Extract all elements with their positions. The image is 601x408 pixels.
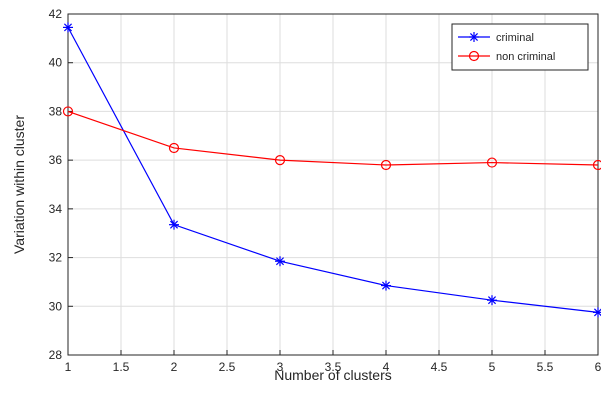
- legend-label: non criminal: [496, 51, 555, 63]
- x-tick-label: 1.5: [113, 360, 130, 374]
- x-tick-label: 4: [383, 360, 390, 374]
- data-point: [380, 159, 392, 171]
- x-tick-label: 1: [65, 360, 72, 374]
- legend-marker: [468, 50, 480, 62]
- x-tick-label: 6: [595, 360, 601, 374]
- legend-marker: [469, 32, 479, 42]
- x-tick-label: 4.5: [431, 360, 448, 374]
- data-point: [486, 157, 498, 168]
- y-axis: 28 30 32 34 36 38 40 42: [49, 7, 73, 362]
- legend: criminal non criminal: [451, 23, 589, 71]
- legend-item: criminal: [458, 32, 534, 44]
- data-point: [62, 106, 74, 117]
- data-point: [381, 280, 391, 291]
- y-axis-title: Variation within cluster: [11, 115, 27, 254]
- data-point: [593, 307, 601, 318]
- y-tick-label: 38: [49, 104, 63, 118]
- data-point: [592, 159, 601, 171]
- y-tick-label: 28: [49, 348, 63, 362]
- legend-box: [451, 23, 589, 71]
- data-point: [274, 155, 286, 166]
- y-tick-label: 36: [49, 153, 63, 167]
- x-tick-label: 5.5: [537, 360, 554, 374]
- x-tick-label: 3: [277, 360, 284, 374]
- data-point: [168, 142, 180, 154]
- legend-label: criminal: [496, 32, 534, 44]
- x-tick-label: 2: [171, 360, 178, 374]
- y-tick-label: 34: [49, 202, 63, 216]
- data-point: [169, 219, 179, 230]
- y-tick-label: 42: [49, 7, 63, 21]
- x-tick-label: 5: [489, 360, 496, 374]
- x-tick-label: 3.5: [325, 360, 342, 374]
- series-layer: [62, 22, 601, 318]
- y-tick-label: 32: [49, 251, 63, 265]
- x-axis: 1 1.5 2 2.5 3 3.5 4 4.5 5 5.5 6: [65, 350, 601, 374]
- y-tick-label: 30: [49, 299, 63, 313]
- data-point: [63, 22, 73, 33]
- x-axis-title: Number of clusters: [274, 367, 391, 383]
- y-tick-label: 40: [49, 56, 63, 70]
- series-criminal: [63, 22, 601, 318]
- x-tick-label: 2.5: [219, 360, 236, 374]
- series-line: [67, 27, 599, 313]
- data-point: [275, 256, 285, 267]
- data-point: [487, 295, 497, 306]
- series-non-criminal: [62, 106, 601, 171]
- legend-item: non criminal: [458, 50, 555, 63]
- series-line: [67, 110, 599, 166]
